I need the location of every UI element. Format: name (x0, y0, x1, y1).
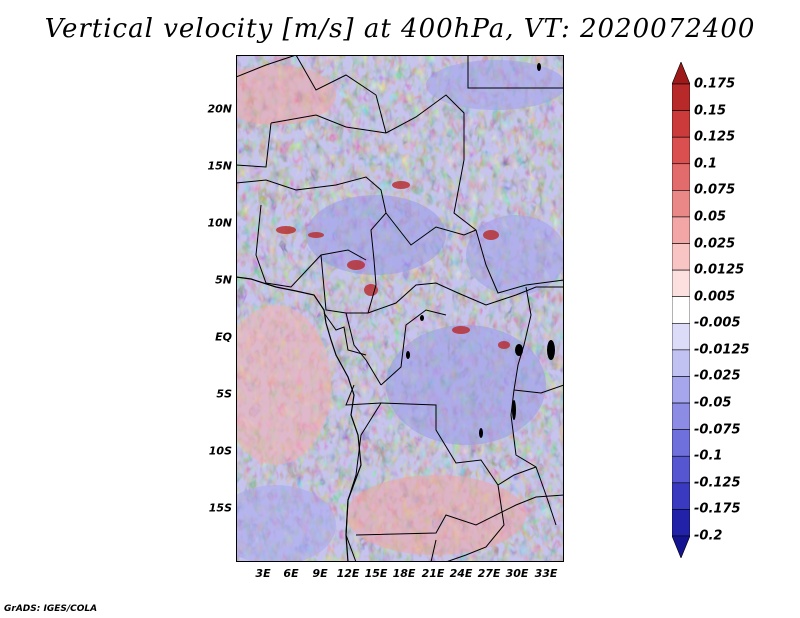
longitude-label: 18E (392, 567, 416, 580)
colorbar-swatch (672, 163, 690, 191)
longitude-label: 3E (255, 567, 271, 580)
colorbar-swatch (672, 402, 690, 430)
colorbar-tick-label: -0.1 (694, 448, 723, 464)
longitude-label: 12E (336, 567, 360, 580)
map-title: Vertical velocity [m/s] at 400hPa, VT: 2… (44, 14, 756, 44)
colorbar-swatch (672, 243, 690, 271)
colorbar-tick-label: 0.05 (694, 209, 727, 225)
latitude-label: 10S (208, 444, 232, 458)
colorbar-swatch (672, 296, 690, 324)
colorbar-swatch (672, 136, 690, 165)
vertical-velocity-map (236, 55, 564, 562)
colorbar-swatch (672, 322, 690, 351)
colorbar-tick-label: -0.05 (694, 395, 732, 411)
colorbar-swatch (672, 110, 690, 138)
colorbar-swatch (672, 455, 690, 484)
latitude-label: 15S (208, 501, 232, 515)
colorbar-tick-label: -0.125 (694, 475, 741, 491)
latitude-label: 10N (207, 216, 232, 230)
longitude-label: 27E (477, 567, 501, 580)
colorbar-tick-label: 0.15 (694, 103, 727, 119)
colorbar-tick-label: -0.175 (694, 501, 741, 517)
colorbar-swatch (672, 190, 690, 218)
colorbar-tick-label: 0.025 (694, 236, 736, 252)
longitude-label: 15E (364, 567, 388, 580)
colorbar-max-arrow (672, 62, 690, 85)
strong-ascent-cores (276, 181, 510, 349)
colorbar-swatch (672, 509, 690, 537)
latitude-label: 15N (207, 159, 232, 173)
map-frame (236, 55, 564, 562)
colorbar-swatch (672, 349, 690, 377)
coastline (236, 276, 362, 562)
colorbar-tick-label: -0.0125 (694, 342, 750, 358)
latitude-label: 5S (216, 387, 232, 401)
colorbar-swatch (672, 269, 690, 298)
colorbar-swatch (672, 376, 690, 404)
colorbar-swatch (672, 83, 690, 111)
colorbar-swatch (672, 482, 690, 510)
colorbar-tick-label: 0.075 (694, 182, 736, 198)
colorbar (672, 62, 690, 558)
colorbar-swatch (672, 216, 690, 244)
lakes (406, 63, 555, 438)
colorbar-tick-label: 0.005 (694, 289, 736, 305)
country-borders (236, 55, 564, 562)
longitude-label: 9E (312, 567, 328, 580)
colorbar-tick-label: -0.025 (694, 368, 741, 384)
latitude-label: 20N (207, 102, 232, 116)
longitude-label: 30E (505, 567, 529, 580)
colorbar-tick-label: -0.075 (694, 422, 741, 438)
latitude-label: 5N (215, 273, 232, 287)
footer-credit: GrADS: IGES/COLA (4, 604, 98, 614)
latitude-label: EQ (215, 330, 232, 344)
longitude-label: 33E (534, 567, 558, 580)
longitude-label: 21E (421, 567, 445, 580)
colorbar-swatch (672, 429, 690, 457)
colorbar-tick-label: 0.1 (694, 156, 718, 172)
colorbar-tick-label: 0.125 (694, 129, 736, 145)
colorbar-tick-label: -0.005 (694, 315, 741, 331)
longitude-label: 24E (449, 567, 473, 580)
colorbar-tick-label: 0.0125 (694, 262, 745, 278)
colorbar-min-arrow (672, 535, 690, 558)
colorbar-tick-label: 0.175 (694, 76, 736, 92)
colorbar-tick-label: -0.2 (694, 528, 723, 544)
longitude-label: 6E (283, 567, 299, 580)
